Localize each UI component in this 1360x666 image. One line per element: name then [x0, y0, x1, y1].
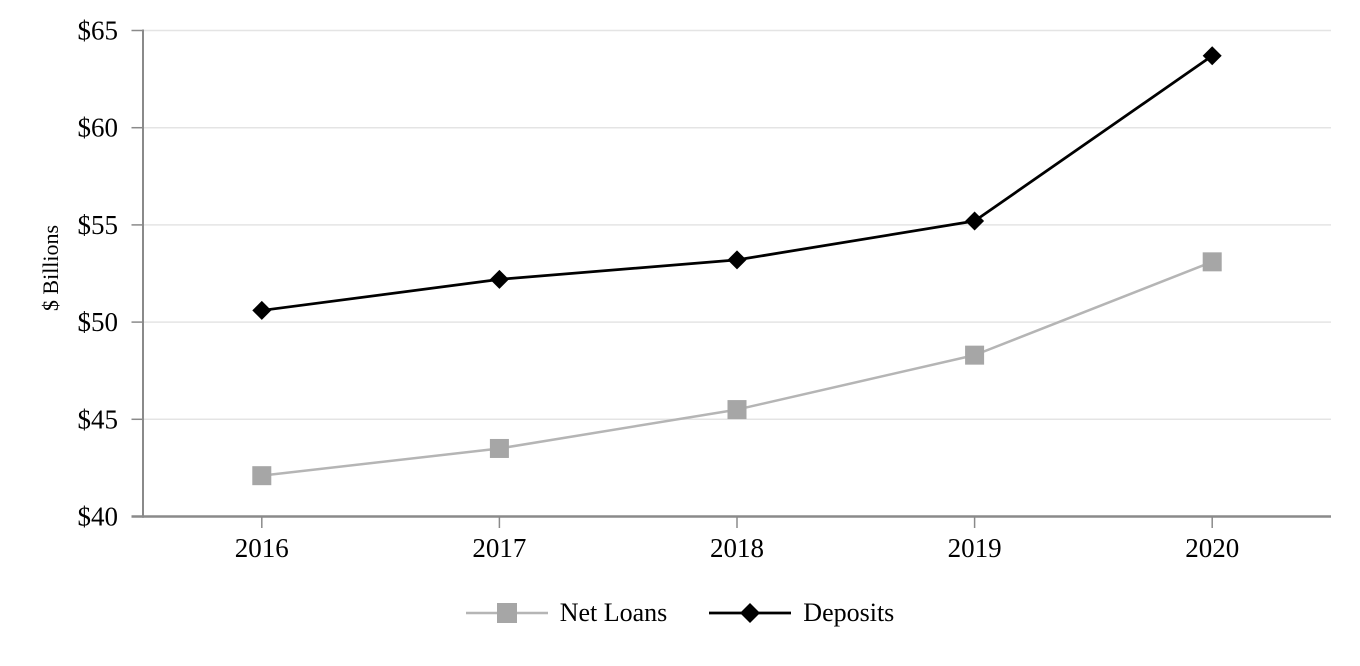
chart-legend: Net Loans Deposits — [0, 598, 1360, 628]
deposits-line-diamond-marker-icon — [709, 603, 792, 623]
legend-item-net-loans: Net Loans — [465, 598, 668, 628]
net-loans-line-square-marker-icon — [465, 603, 548, 623]
x-tick-label: 2019 — [948, 533, 1002, 563]
data-point-net-loans-2020 — [1202, 252, 1222, 272]
y-tick-label: $55 — [78, 210, 119, 240]
data-point-net-loans-2019 — [965, 345, 985, 365]
y-tick-label: $40 — [78, 502, 119, 532]
y-axis-title: $ Billions — [38, 225, 63, 311]
legend-square-marker — [496, 603, 517, 623]
data-point-deposits-2017 — [489, 269, 509, 289]
y-tick-label: $65 — [78, 16, 119, 46]
legend-label-net-loans: Net Loans — [559, 598, 668, 627]
data-point-net-loans-2018 — [727, 400, 747, 420]
series-line-net-loans — [260, 260, 1214, 477]
legend-label-deposits: Deposits — [803, 598, 895, 627]
data-point-deposits-2019 — [965, 211, 985, 231]
y-tick-label: $50 — [78, 307, 119, 337]
legend-diamond-marker — [740, 603, 761, 623]
data-point-deposits-2020 — [1202, 46, 1222, 66]
data-point-deposits-2018 — [727, 250, 747, 270]
x-tick-label: 2017 — [472, 533, 526, 563]
x-tick-label: 2016 — [235, 533, 289, 563]
data-point-deposits-2016 — [252, 300, 272, 320]
data-point-net-loans-2016 — [252, 466, 272, 486]
x-tick-label: 2018 — [710, 533, 764, 563]
data-point-net-loans-2017 — [489, 438, 509, 458]
x-tick-label: 2020 — [1185, 533, 1239, 563]
legend-item-deposits: Deposits — [709, 598, 894, 628]
y-tick-label: $60 — [78, 113, 119, 143]
y-tick-label: $45 — [78, 404, 119, 434]
series-line-deposits — [260, 54, 1214, 312]
